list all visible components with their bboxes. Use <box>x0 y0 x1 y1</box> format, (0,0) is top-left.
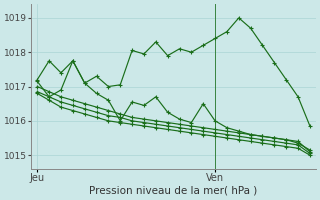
X-axis label: Pression niveau de la mer( hPa ): Pression niveau de la mer( hPa ) <box>90 186 258 196</box>
